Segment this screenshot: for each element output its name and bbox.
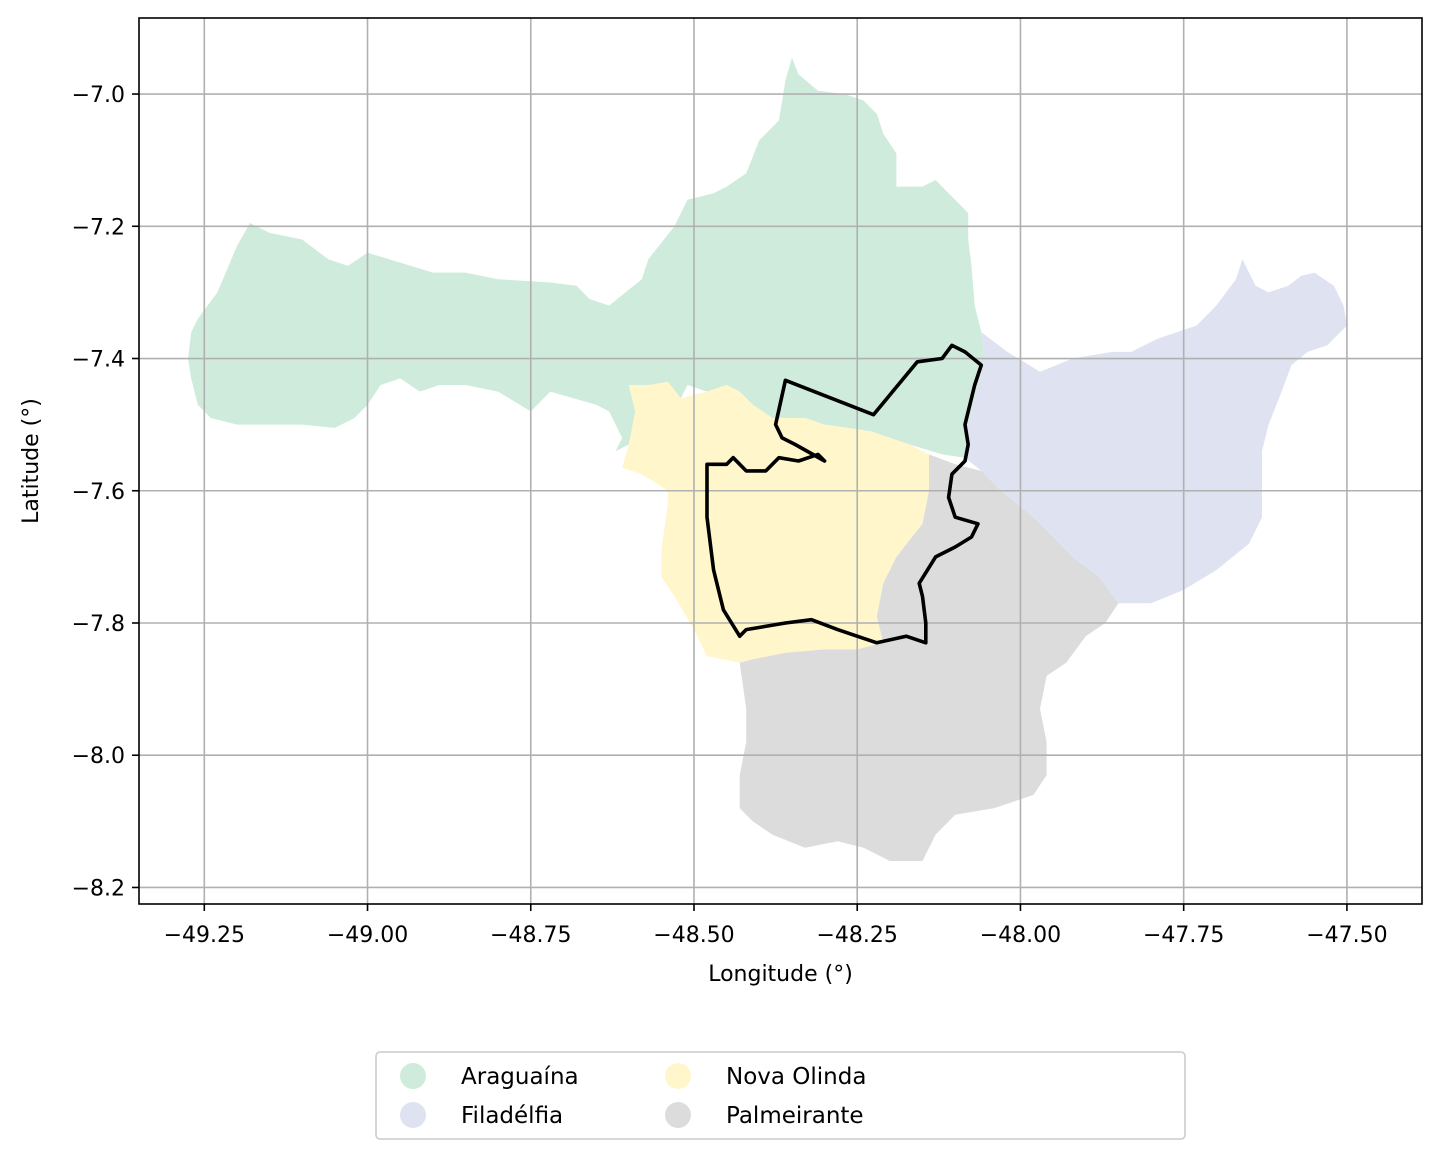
legend-items: Araguaína Filadélfia Nova Olinda Palmeirant… [400, 1063, 866, 1129]
legend-label: Nova Olinda [726, 1064, 866, 1090]
legend-marker [665, 1063, 691, 1089]
legend-label: Filadélfia [461, 1103, 563, 1129]
x-tick-label: −47.50 [1306, 923, 1387, 948]
x-tick-label: −49.00 [327, 923, 408, 948]
legend-item: Filadélfia [400, 1102, 563, 1129]
legend-marker [665, 1102, 691, 1128]
legend-box [375, 1051, 1186, 1140]
y-tick-label: −7.6 [72, 480, 125, 505]
region-2 [622, 381, 929, 663]
y-ticks: −7.0 −7.2 −7.4 −7.6 −7.8 −8.0 −8.2 [72, 83, 139, 901]
x-tick-label: −48.00 [980, 923, 1061, 948]
x-tick-label: −48.75 [490, 923, 571, 948]
x-tick-label: −47.75 [1143, 923, 1224, 948]
x-tick-label: −49.25 [164, 923, 245, 948]
y-tick-label: −7.8 [72, 612, 125, 637]
axes-frame [138, 17, 1423, 905]
y-tick-label: −8.2 [72, 876, 125, 901]
region-3 [739, 454, 1119, 861]
x-tick-label: −48.50 [653, 923, 734, 948]
legend-item: Nova Olinda [665, 1063, 866, 1090]
y-tick-label: −7.0 [72, 83, 125, 108]
municipality-regions [188, 57, 1347, 861]
region-0 [188, 57, 985, 458]
x-tick-label: −48.25 [817, 923, 898, 948]
legend-item: Araguaína [400, 1063, 579, 1090]
y-tick-label: −7.4 [72, 348, 125, 373]
legend-item: Palmeirante [665, 1102, 864, 1129]
x-axis-label: Longitude (°) [708, 962, 853, 987]
legend-label: Araguaína [461, 1064, 579, 1090]
y-tick-label: −8.0 [72, 744, 125, 769]
legend-label: Palmeirante [726, 1103, 864, 1129]
highlight-outline [705, 343, 984, 645]
grid-lines [139, 18, 1422, 904]
legend-marker [400, 1063, 426, 1089]
region-1 [965, 259, 1347, 604]
y-tick-label: −7.2 [72, 215, 125, 240]
x-ticks: −49.25 −49.00 −48.75 −48.50 −48.25 −48.00 −47.… [164, 904, 1388, 948]
outline-boundary [705, 343, 984, 645]
y-axis-label: Latitude (°) [19, 398, 44, 524]
legend-marker [400, 1102, 426, 1128]
legend: Araguaína Filadélfia Nova Olinda Palmeirant… [375, 1051, 1186, 1140]
